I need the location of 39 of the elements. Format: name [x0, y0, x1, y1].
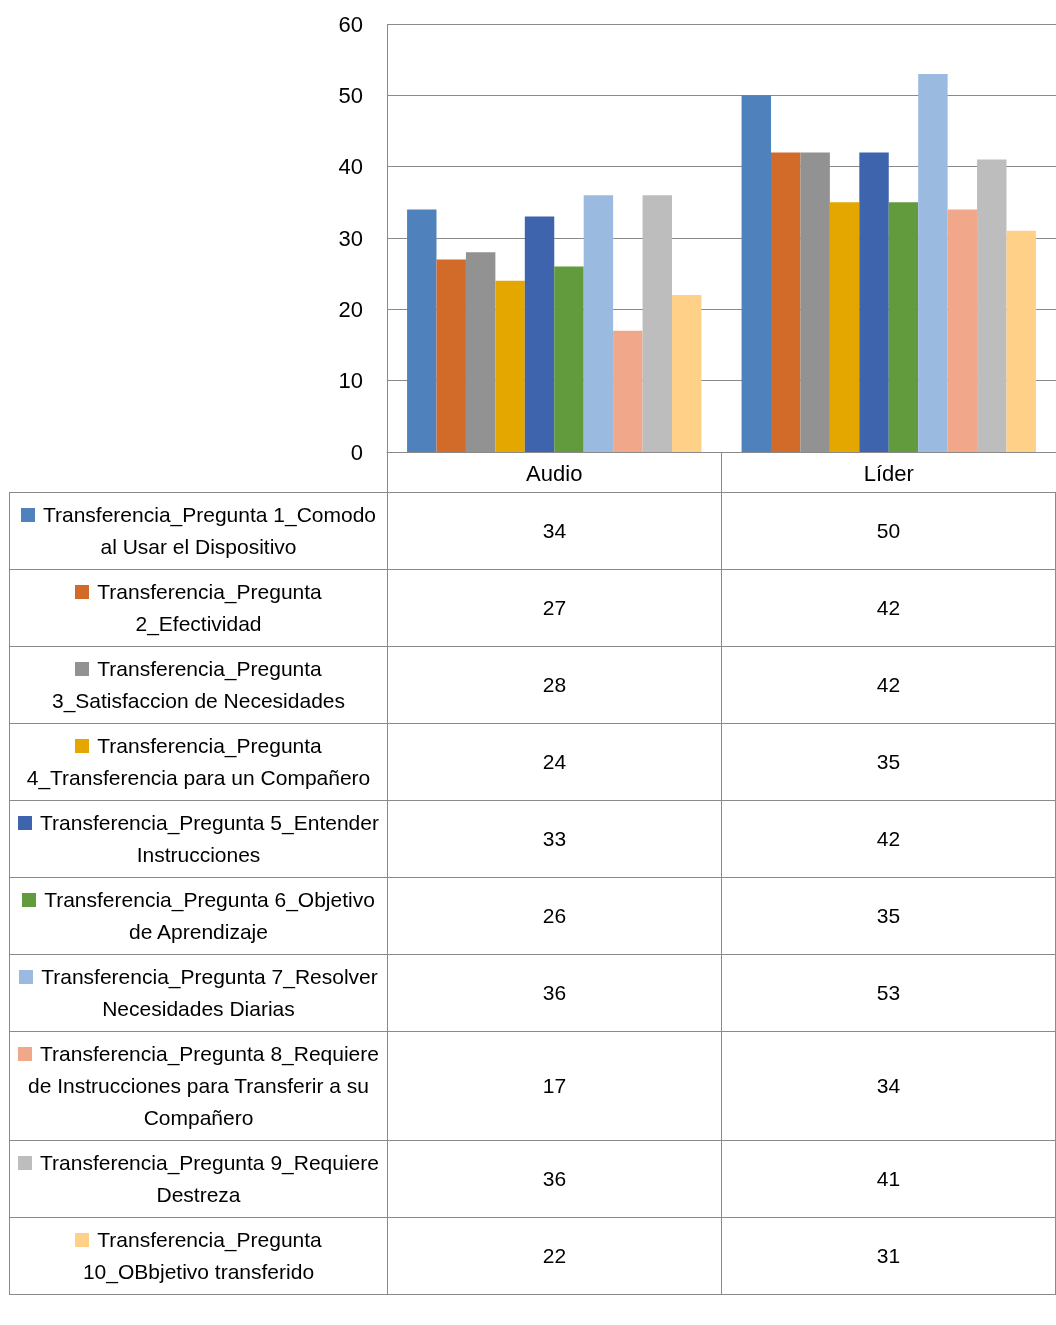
data-label: 42: [721, 800, 1056, 878]
legend-label: Transferencia_Pregunta 4_Transferencia para un Compañero: [26, 734, 371, 789]
legend-label: Transferencia_Pregunta 9_Requiere Destreza: [40, 1151, 379, 1206]
data-label: 41: [721, 1140, 1056, 1218]
legend-label: Transferencia_Pregunta 10_OBbjetivo transferido: [82, 1228, 322, 1283]
legend-label: Transferencia_Pregunta 6_Objetivo de Aprendizaje: [44, 888, 375, 943]
data-label: 31: [721, 1217, 1056, 1295]
x-tick-label: Audio: [526, 460, 583, 486]
data-label: 27: [387, 569, 722, 647]
data-label: 42: [721, 646, 1056, 724]
data-label: 36: [387, 1140, 722, 1218]
data-label: 50: [721, 492, 1056, 570]
data-label: 53: [721, 954, 1056, 1032]
data-label: 36: [387, 954, 722, 1032]
data-label: 26: [387, 877, 722, 955]
data-label: 34: [721, 1031, 1056, 1141]
y-tick-label: 10: [338, 368, 363, 394]
data-label: 28: [387, 646, 722, 724]
data-label: 35: [721, 877, 1056, 955]
legend-label: Transferencia_Pregunta 2_Efectividad: [97, 580, 322, 635]
data-label: 42: [721, 569, 1056, 647]
legend-label: Transferencia_Pregunta 3_Satisfaccion de Necesidades: [51, 657, 345, 712]
legend-label: Transferencia_Pregunta 1_Comodo al Usar el Dispositivo: [42, 503, 377, 558]
y-tick-label: 30: [338, 225, 363, 251]
data-label: 24: [387, 723, 722, 801]
y-tick-label: 50: [338, 82, 363, 108]
data-label: 17: [387, 1031, 722, 1141]
x-tick-label: Líder: [863, 460, 914, 486]
data-label: 22: [387, 1217, 722, 1295]
data-label: 34: [387, 492, 722, 570]
legend-label: Transferencia_Pregunta 5_Entender Instrucciones: [40, 811, 379, 866]
y-tick-label: 60: [338, 11, 363, 37]
legend-label: Transferencia_Pregunta 8_Requiere de Instrucciones para Transferir a su Compañero: [28, 1042, 379, 1129]
data-label: 35: [721, 723, 1056, 801]
y-tick-label: 0: [350, 439, 363, 465]
data-label: 33: [387, 800, 722, 878]
y-tick-label: 40: [338, 154, 363, 180]
y-tick-label: 20: [338, 296, 363, 322]
legend-label: Transferencia_Pregunta 7_Resolver Necesidades Diarias: [41, 965, 378, 1020]
